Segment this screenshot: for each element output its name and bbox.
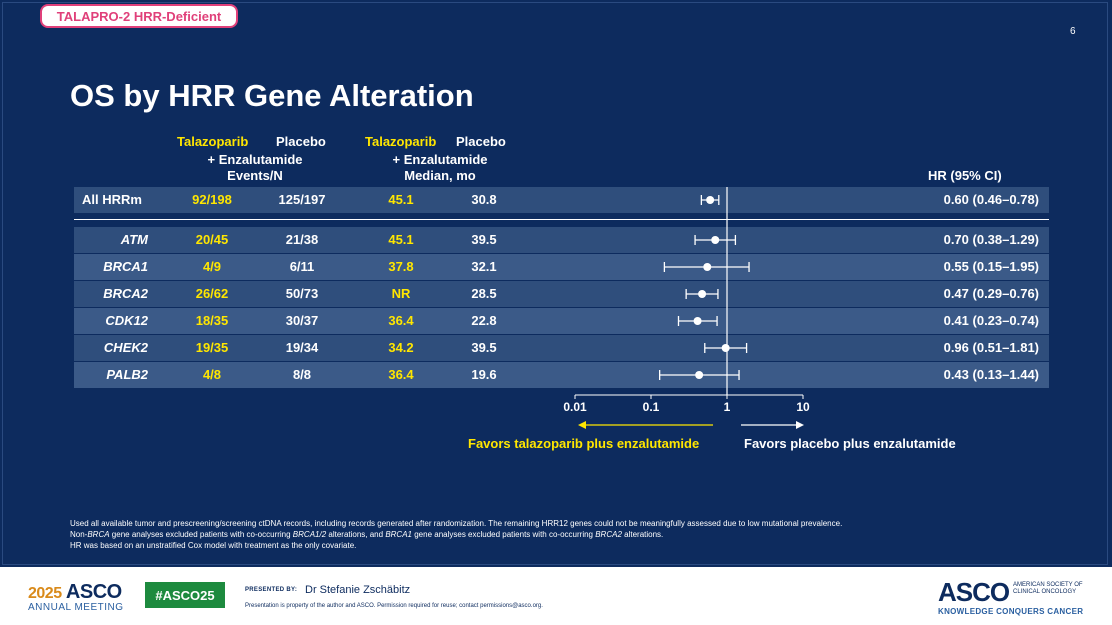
tala-median: 36.4 [388,367,414,382]
society-name: AMERICAN SOCIETY OF CLINICAL ONCOLOGY [1013,582,1083,595]
header-events-enzalutamide: + Enzalutamide [207,152,303,167]
hr-value: 0.60 (0.46–0.78) [943,192,1039,207]
tala-events: 20/45 [195,232,229,247]
placebo-events: 6/11 [289,259,315,274]
placebo-events: 19/34 [285,340,319,355]
footnote-1: Used all available tumor and prescreenin… [70,519,843,528]
header-hr: HR (95% CI) [928,168,1002,183]
row-label: CDK12 [105,313,148,328]
table-row-chek2: CHEK2 19/35 19/34 34.2 39.5 0.96 (0.51–1… [74,335,1049,361]
header-events-placebo: Placebo [276,134,326,149]
hr-point [698,290,707,298]
tala-events: 4/8 [202,367,222,382]
x-tick-label: 10 [796,400,810,414]
hr-value: 0.47 (0.29–0.76) [943,286,1039,301]
header-median-talazoparib: Talazoparib [365,134,437,149]
table-separator [74,219,1049,220]
placebo-events: 21/38 [285,232,319,247]
favors-right-arrowhead [796,421,804,429]
tala-events: 18/35 [195,313,229,328]
hr-point [695,371,704,379]
tala-median: 36.4 [388,313,414,328]
row-label: All HRRm [82,192,142,207]
header-events-label: Events/N [227,168,283,183]
row-label: CHEK2 [103,340,148,355]
placebo-median: 28.5 [471,286,497,301]
hr-point [693,317,702,325]
row-label: ATM [120,232,148,247]
hr-point [703,263,712,271]
meeting-logo: 2025 ASCO [28,581,122,603]
favors-placebo-label: Favors placebo plus enzalutamide [744,436,956,451]
header-median-enzalutamide: + Enzalutamide [392,152,488,167]
hr-value: 0.41 (0.23–0.74) [943,313,1039,328]
header-events-talazoparib: Talazoparib [177,134,249,149]
hr-point [721,344,730,352]
hashtag-badge: #ASCO25 [145,582,225,608]
hr-value: 0.70 (0.38–1.29) [943,232,1039,247]
header-median-placebo: Placebo [456,134,506,149]
placebo-median: 30.8 [471,192,497,207]
tala-events: 19/35 [195,340,229,355]
presenter-name: Dr Stefanie Zschäbitz [305,584,411,596]
x-tick-label: 1 [723,400,731,414]
tala-median: 45.1 [388,232,414,247]
footnote-3: HR was based on an unstratified Cox mode… [70,541,357,550]
hr-point [711,236,720,244]
tala-median: 34.2 [388,340,414,355]
favors-talazoparib-label: Favors talazoparib plus enzalutamide [468,436,700,451]
favors-left-arrowhead [578,421,586,429]
tala-median: 37.8 [388,259,414,274]
placebo-median: 39.5 [471,340,497,355]
table-row-brca2: BRCA2 26/62 50/73 NR 28.5 0.47 (0.29–0.7… [74,281,1049,307]
tala-events: 92/198 [192,192,232,207]
hr-value: 0.55 (0.15–1.95) [943,259,1039,274]
meeting-subtitle: ANNUAL MEETING [28,602,124,613]
study-tag: TALAPRO-2 HRR-Deficient [40,4,238,28]
table-row-cdk12: CDK12 18/35 30/37 36.4 22.8 0.41 (0.23–0… [74,308,1049,334]
placebo-median: 32.1 [471,259,497,274]
table-row-atm: ATM 20/45 21/38 45.1 39.5 0.70 (0.38–1.2… [74,227,1049,253]
row-label: BRCA1 [103,259,148,274]
tala-events: 26/62 [195,286,229,301]
asco-tagline: KNOWLEDGE CONQUERS CANCER [938,607,1084,616]
placebo-events: 125/197 [278,192,326,207]
presented-by-label: PRESENTED BY: [245,587,298,593]
page-title: OS by HRR Gene Alteration [70,78,474,113]
forest-plot [574,187,804,429]
hr-point [706,196,715,204]
copyright-notice: Presentation is property of the author a… [245,603,543,609]
placebo-median: 19.6 [471,367,497,382]
placebo-events: 30/37 [285,313,319,328]
hr-value: 0.43 (0.13–1.44) [943,367,1039,382]
tala-events: 4/9 [202,259,222,274]
x-tick-label: 0.01 [563,400,587,414]
tala-median: NR [391,286,411,301]
tala-median: 45.1 [388,192,414,207]
placebo-median: 22.8 [471,313,497,328]
row-label: BRCA2 [103,286,148,301]
table-row-brca1: BRCA1 4/9 6/11 37.8 32.1 0.55 (0.15–1.95… [74,254,1049,280]
footer: 2025 ASCO ANNUAL MEETING #ASCO25 PRESENT… [0,567,1112,625]
table-row-palb2: PALB2 4/8 8/8 36.4 19.6 0.43 (0.13–1.44) [74,362,1049,388]
table-row-all-hrrm: All HRRm 92/198 125/197 45.1 30.8 0.60 (… [74,187,1049,213]
slide-number: 6 [1070,26,1076,37]
row-label: PALB2 [106,367,148,382]
placebo-events: 8/8 [292,367,312,382]
asco-logo: ASCO [938,577,1010,607]
footnote-2: Non-BRCA gene analyses excluded patients… [70,530,664,539]
x-tick-label: 0.1 [642,400,660,414]
placebo-events: 50/73 [285,286,319,301]
hr-value: 0.96 (0.51–1.81) [943,340,1039,355]
placebo-median: 39.5 [471,232,497,247]
header-median-label: Median, mo [404,168,476,183]
slide: TALAPRO-2 HRR-Deficient 6 OS by HRR Gene… [0,0,1112,567]
